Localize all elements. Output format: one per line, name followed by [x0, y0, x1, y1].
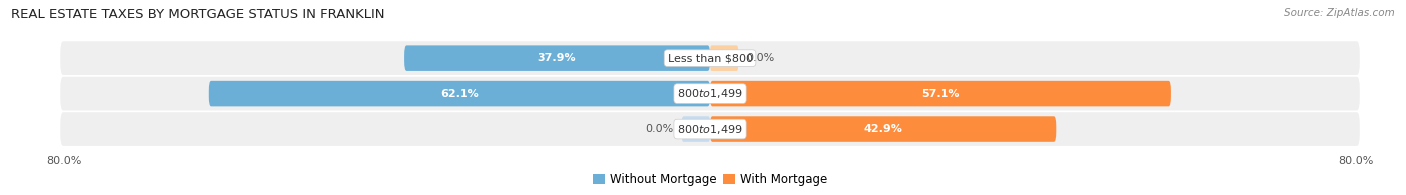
FancyBboxPatch shape: [60, 41, 1360, 75]
Text: 57.1%: 57.1%: [921, 89, 960, 99]
FancyBboxPatch shape: [60, 77, 1360, 110]
FancyBboxPatch shape: [682, 116, 710, 142]
FancyBboxPatch shape: [404, 45, 710, 71]
Legend: Without Mortgage, With Mortgage: Without Mortgage, With Mortgage: [588, 168, 832, 191]
Text: 0.0%: 0.0%: [645, 124, 673, 134]
Text: Source: ZipAtlas.com: Source: ZipAtlas.com: [1284, 8, 1395, 18]
Text: 0.0%: 0.0%: [747, 53, 775, 63]
Text: $800 to $1,499: $800 to $1,499: [678, 122, 742, 136]
FancyBboxPatch shape: [60, 112, 1360, 146]
Text: 37.9%: 37.9%: [537, 53, 576, 63]
FancyBboxPatch shape: [710, 45, 738, 71]
FancyBboxPatch shape: [710, 116, 1056, 142]
Text: 42.9%: 42.9%: [863, 124, 903, 134]
Text: $800 to $1,499: $800 to $1,499: [678, 87, 742, 100]
Text: 62.1%: 62.1%: [440, 89, 479, 99]
FancyBboxPatch shape: [710, 81, 1171, 106]
Text: Less than $800: Less than $800: [668, 53, 752, 63]
Text: REAL ESTATE TAXES BY MORTGAGE STATUS IN FRANKLIN: REAL ESTATE TAXES BY MORTGAGE STATUS IN …: [11, 8, 385, 21]
FancyBboxPatch shape: [208, 81, 710, 106]
